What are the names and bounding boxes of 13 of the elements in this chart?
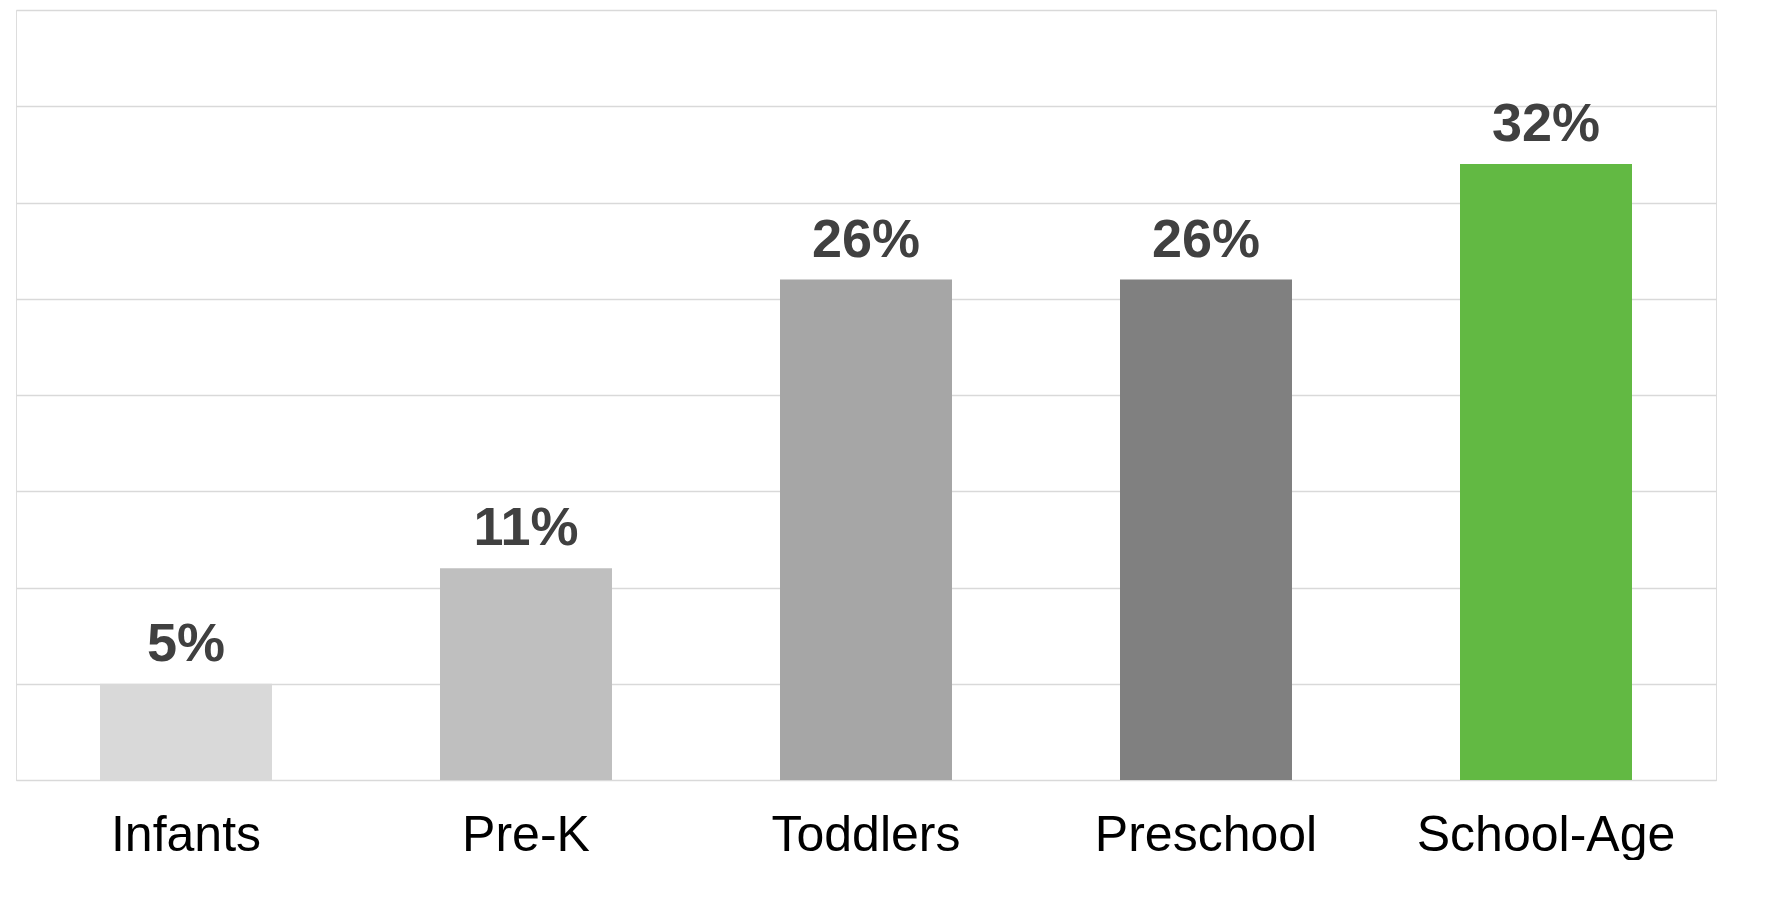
data-label: 11% xyxy=(473,496,579,557)
x-tick-label: Pre-K xyxy=(462,805,590,862)
bar xyxy=(1460,164,1632,780)
x-tick-label: Infants xyxy=(110,805,262,862)
x-tick-label: Toddlers xyxy=(771,805,961,862)
data-label: 26% xyxy=(1151,207,1261,268)
x-tick-label: Preschool xyxy=(1094,805,1318,862)
bar xyxy=(1120,279,1292,780)
bar xyxy=(440,568,612,780)
data-label: 26% xyxy=(811,207,921,268)
data-label: 5% xyxy=(146,611,226,672)
bar xyxy=(780,279,952,780)
data-label: 32% xyxy=(1491,92,1601,152)
